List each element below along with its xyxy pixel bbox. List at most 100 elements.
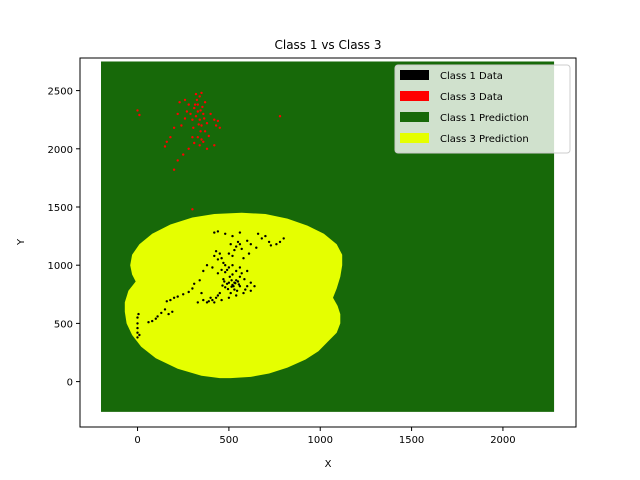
x-tick-label: 1500 bbox=[399, 435, 424, 446]
class1-data-point-107 bbox=[235, 294, 238, 297]
class1-data-point-75 bbox=[187, 290, 190, 294]
class3-data-point-8 bbox=[195, 98, 199, 102]
class1-data-point-63 bbox=[282, 237, 285, 240]
class1-data-point-76 bbox=[182, 293, 185, 296]
class1-data-point-79 bbox=[169, 298, 172, 302]
y-tick-label: 2500 bbox=[48, 87, 73, 98]
class3-data-point-7 bbox=[199, 130, 202, 133]
class1-data-point-99 bbox=[247, 252, 251, 255]
class3-data-point-1 bbox=[198, 118, 201, 121]
class1-data-point-52 bbox=[213, 231, 216, 234]
class3-data-point-0 bbox=[194, 115, 198, 118]
class1-data-point-22 bbox=[211, 298, 214, 302]
class1-data-point-67 bbox=[256, 232, 260, 235]
class1-data-point-29 bbox=[246, 285, 249, 288]
x-tick-label: 0 bbox=[134, 435, 140, 446]
class3-data-point-11 bbox=[197, 123, 200, 126]
class1-data-point-10 bbox=[228, 275, 231, 278]
class3-data-point-44 bbox=[216, 119, 220, 123]
class1-data-point-17 bbox=[237, 283, 241, 286]
class3-data-point-52 bbox=[200, 91, 203, 95]
class1-data-point-45 bbox=[231, 254, 234, 258]
class3-data-point-33 bbox=[176, 112, 179, 116]
class3-data-point-29 bbox=[209, 112, 212, 116]
x-tick-label: 2000 bbox=[490, 435, 515, 446]
class3-data-point-43 bbox=[213, 144, 216, 147]
class3-data-point-25 bbox=[193, 141, 196, 145]
class3-data-point-45 bbox=[218, 126, 221, 129]
class1-data-point-26 bbox=[220, 298, 223, 302]
class1-data-point-91 bbox=[136, 326, 139, 330]
class1-data-point-47 bbox=[238, 243, 242, 246]
class1-data-point-61 bbox=[267, 240, 271, 244]
class1-data-point-82 bbox=[160, 311, 163, 315]
class3-data-point-3 bbox=[200, 124, 203, 127]
class1-data-point-59 bbox=[255, 246, 258, 249]
class1-data-point-38 bbox=[216, 272, 220, 275]
class1-data-point-111 bbox=[238, 285, 242, 288]
class3-data-point-35 bbox=[169, 136, 172, 139]
class1-data-point-85 bbox=[151, 319, 154, 323]
class3-data-point-47 bbox=[138, 113, 141, 117]
class1-data-point-34 bbox=[246, 269, 249, 273]
x-tick-label: 1000 bbox=[308, 435, 333, 446]
class1-data-point-84 bbox=[154, 317, 157, 320]
class3-data-point-41 bbox=[187, 147, 190, 150]
y-tick-label: 0 bbox=[67, 378, 73, 389]
class1-data-point-40 bbox=[216, 258, 220, 261]
class1-data-point-43 bbox=[214, 250, 218, 253]
class1-data-point-86 bbox=[147, 321, 150, 324]
class1-data-point-54 bbox=[224, 232, 227, 235]
class1-data-point-89 bbox=[136, 336, 139, 339]
class1-data-point-12 bbox=[235, 289, 239, 292]
class1-data-point-28 bbox=[209, 296, 212, 299]
class1-data-point-68 bbox=[218, 252, 221, 255]
class3-data-point-34 bbox=[172, 126, 176, 129]
class1-data-point-18 bbox=[221, 284, 224, 287]
class3-data-point-9 bbox=[193, 103, 197, 106]
class3-data-point-46 bbox=[136, 109, 139, 112]
class3-data-point-51 bbox=[183, 98, 187, 102]
class1-data-point-50 bbox=[240, 247, 243, 251]
class3-data-point-17 bbox=[196, 136, 199, 139]
class3-data-point-15 bbox=[198, 95, 201, 98]
class1-data-point-37 bbox=[220, 268, 223, 272]
class1-data-point-11 bbox=[232, 285, 235, 288]
class1-data-point-3 bbox=[224, 286, 227, 289]
class1-data-point-92 bbox=[136, 322, 139, 325]
class1-data-point-65 bbox=[269, 244, 273, 247]
class3-data-point-26 bbox=[198, 144, 201, 147]
class1-data-point-23 bbox=[207, 300, 210, 303]
class3-data-point-55 bbox=[199, 109, 202, 112]
plot-frame bbox=[79, 57, 577, 428]
class1-data-point-62 bbox=[275, 243, 278, 246]
class3-data-point-27 bbox=[202, 140, 205, 143]
class1-data-point-113 bbox=[230, 285, 233, 288]
class1-data-point-104 bbox=[202, 298, 205, 302]
class1-data-point-16 bbox=[226, 287, 230, 291]
class1-data-point-33 bbox=[235, 269, 238, 273]
class1-data-point-74 bbox=[191, 287, 194, 290]
class3-data-point-14 bbox=[189, 112, 192, 116]
class3-data-point-4 bbox=[193, 106, 196, 110]
class1-data-point-30 bbox=[249, 281, 252, 284]
class1-data-point-69 bbox=[213, 254, 216, 258]
legend-swatch-class1-data bbox=[400, 70, 429, 80]
class1-data-point-78 bbox=[172, 296, 176, 299]
class1-data-point-14 bbox=[230, 279, 233, 282]
class3-data-point-5 bbox=[202, 112, 205, 116]
class1-data-point-103 bbox=[200, 291, 203, 295]
class1-data-point-102 bbox=[211, 266, 214, 269]
class1-data-point-73 bbox=[193, 282, 196, 285]
class1-data-point-112 bbox=[233, 281, 236, 284]
class3-data-point-53 bbox=[203, 101, 207, 104]
class1-data-point-6 bbox=[222, 278, 225, 281]
legend-swatch-class3-prediction bbox=[400, 133, 429, 143]
y-tick-label: 2000 bbox=[48, 145, 73, 156]
class1-data-point-71 bbox=[202, 269, 205, 273]
class3-data-point-30 bbox=[213, 118, 216, 121]
legend-label-class1-prediction: Class 1 Prediction bbox=[440, 113, 529, 124]
class1-data-point-97 bbox=[227, 266, 231, 269]
x-axis-title: X bbox=[325, 459, 332, 470]
class1-data-point-100 bbox=[222, 261, 225, 265]
